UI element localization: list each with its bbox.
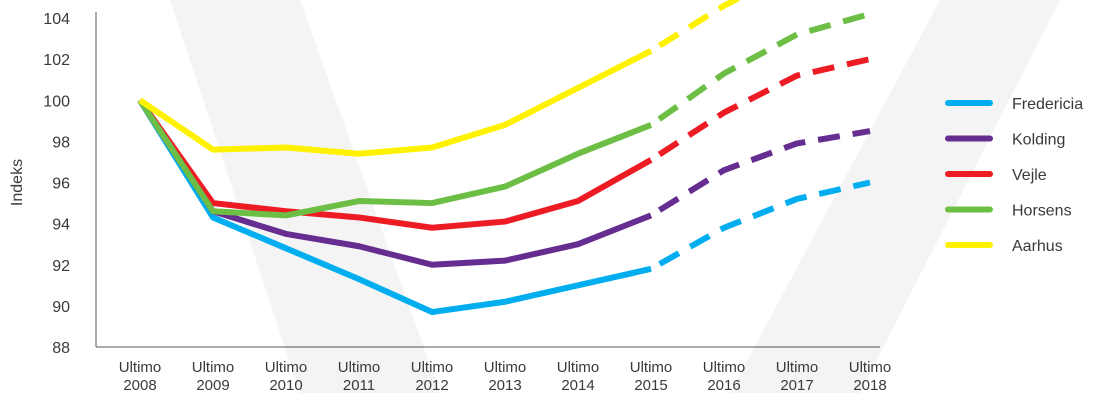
- legend-label: Horsens: [1012, 203, 1072, 220]
- x-tick-label: Ultimo 2016: [703, 359, 746, 393]
- x-tick-label: Ultimo 2017: [776, 359, 819, 393]
- legend-label: Fredericia: [1012, 96, 1083, 113]
- series-line-vejle-forecast: [649, 56, 871, 163]
- x-tick-label: Ultimo 2008: [119, 359, 162, 393]
- y-tick-label: 94: [52, 217, 70, 234]
- x-tick-label: Ultimo 2014: [557, 359, 600, 393]
- legend-item-fredericia: Fredericia: [945, 96, 1083, 113]
- y-tick-label: 98: [52, 134, 70, 151]
- y-tick-label: 102: [43, 52, 70, 69]
- background-watermark: [170, 0, 1060, 393]
- y-tick-label: 92: [52, 258, 70, 275]
- series-line-kolding-forecast: [649, 128, 871, 218]
- y-tick-label: 104: [43, 11, 70, 28]
- x-tick-label: Ultimo 2018: [849, 359, 892, 393]
- legend: Fredericia Kolding Vejle Horsens Aarhus: [945, 96, 1083, 255]
- x-tick-label: Ultimo 2010: [265, 359, 308, 393]
- series-lines: [137, 0, 871, 316]
- series-line-horsens-forecast: [649, 10, 871, 128]
- legend-item-aarhus: Aarhus: [945, 238, 1063, 255]
- legend-label: Vejle: [1012, 167, 1047, 184]
- y-tick-label: 88: [52, 340, 70, 357]
- series-line-vejle-actual: [137, 98, 653, 231]
- legend-label: Aarhus: [1012, 238, 1063, 255]
- legend-item-horsens: Horsens: [945, 203, 1072, 220]
- series-line-kolding-actual: [137, 98, 653, 268]
- series-line-fredericia-actual: [137, 98, 652, 316]
- legend-label: Kolding: [1012, 132, 1065, 149]
- series-line-aarhus-actual: [138, 48, 653, 157]
- x-tick-label: Ultimo 2015: [630, 359, 673, 393]
- legend-item-kolding: Kolding: [945, 132, 1065, 149]
- x-tick-label: Ultimo 2012: [411, 359, 454, 393]
- series-line-aarhus-forecast: [649, 0, 742, 54]
- x-tick-label: Ultimo 2013: [484, 359, 527, 393]
- y-tick-label: 90: [52, 299, 70, 316]
- y-tick-label: 100: [43, 93, 70, 110]
- y-axis-title: Indeks: [9, 159, 26, 206]
- legend-item-vejle: Vejle: [945, 167, 1047, 184]
- x-tick-label: Ultimo 2011: [338, 359, 381, 393]
- x-tick-label: Ultimo 2009: [192, 359, 235, 393]
- series-line-fredericia-forecast: [649, 179, 871, 272]
- series-line-horsens-actual: [137, 98, 653, 219]
- y-tick-label: 96: [52, 176, 70, 193]
- axes: 88 90 92 94 96 98 100 102 104 Indeks Ultimo 2008 Ult…: [9, 11, 892, 394]
